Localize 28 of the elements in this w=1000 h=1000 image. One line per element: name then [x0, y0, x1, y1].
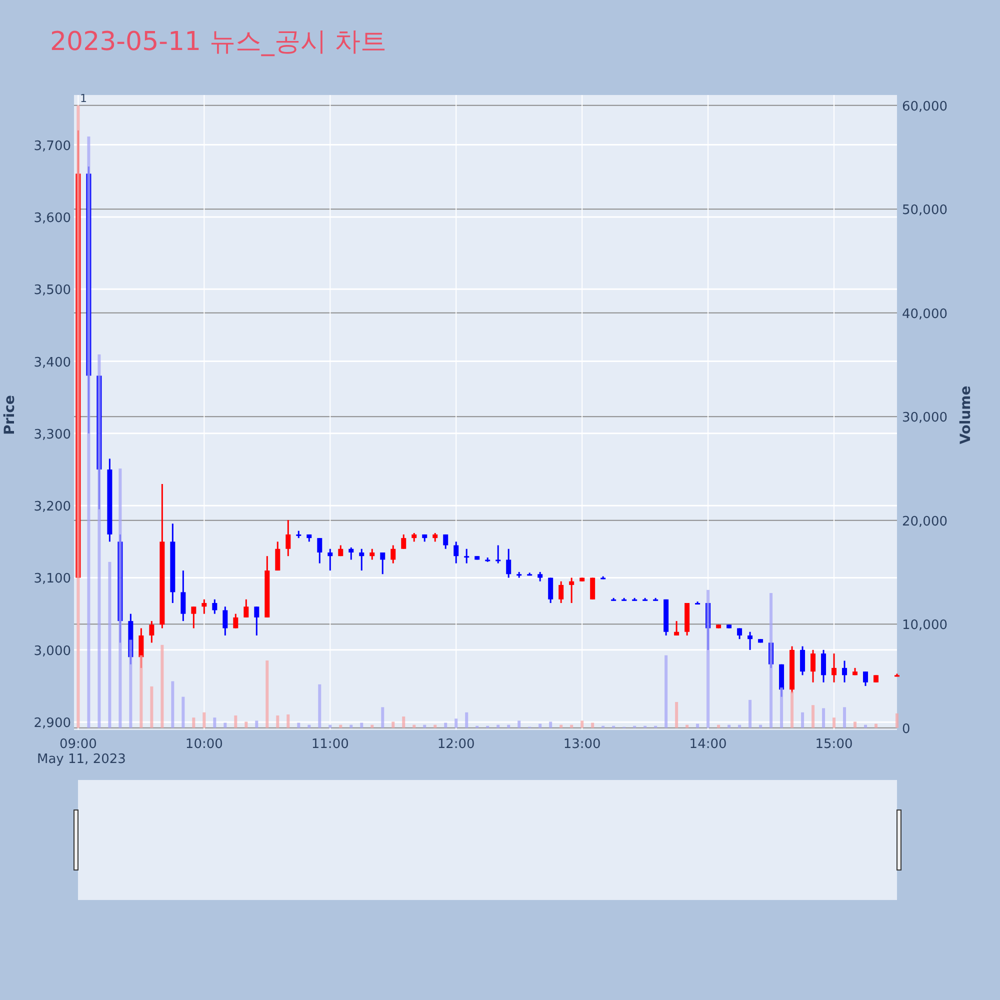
- annotation: 1: [80, 92, 87, 105]
- y-tick-label: 3,200: [34, 500, 71, 515]
- y-tick-label: 3,000: [34, 644, 71, 659]
- y2-tick-label: 20,000: [902, 514, 948, 530]
- x-tick-label: 10:00: [185, 737, 223, 752]
- y-tick-label: 3,600: [34, 210, 71, 226]
- x-tick-label: 11:00: [311, 737, 349, 752]
- x-tick-label: 14:00: [689, 737, 727, 752]
- y-tick-label: 3,700: [34, 138, 71, 154]
- chart-title: 2023-05-11 뉴스_공시 차트: [50, 27, 387, 57]
- y-tick-label: 3,100: [34, 572, 71, 587]
- y-axis-title: Price: [2, 395, 18, 435]
- y-tick-label: 2,900: [34, 716, 71, 732]
- text: May 11, 2023: [37, 752, 126, 767]
- y-tick-label: 3,400: [34, 355, 71, 370]
- y2-tick-label: 40,000: [902, 306, 948, 322]
- y-tick-label: 3,300: [34, 427, 71, 442]
- y2-axis-title: Volume: [958, 386, 974, 444]
- x-tick-label: 13:00: [563, 737, 601, 752]
- x-tick-label: 12:00: [437, 737, 475, 752]
- y2-tick-label: 0: [902, 722, 910, 737]
- y2-tick-label: 60,000: [902, 99, 948, 114]
- y-tick-label: 3,500: [34, 283, 71, 298]
- y2-tick-label: 30,000: [902, 410, 948, 426]
- y2-tick-label: 10,000: [902, 618, 948, 634]
- x-tick-label: 09:00: [59, 737, 97, 752]
- y2-tick-label: 50,000: [902, 203, 948, 218]
- x-tick-label: 15:00: [815, 737, 853, 752]
